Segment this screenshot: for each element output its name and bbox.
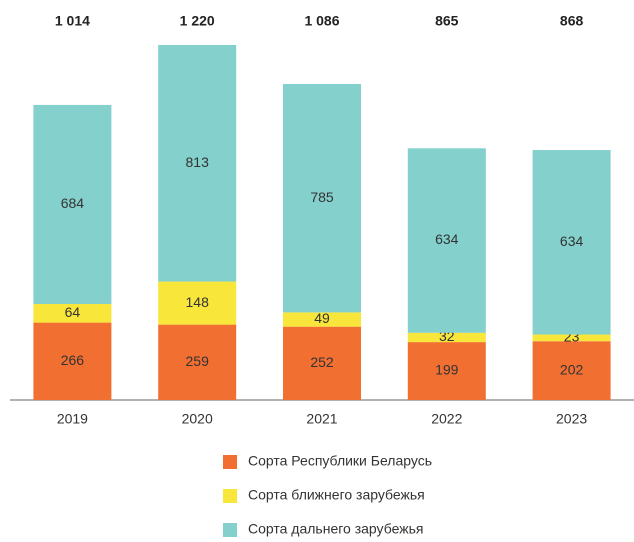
data-label: 252 — [310, 354, 334, 370]
bar-segment — [283, 83, 361, 313]
bar-segment — [532, 150, 611, 335]
total-label: 1 014 — [55, 13, 90, 29]
legend-swatch — [223, 523, 237, 537]
bar-segment — [532, 341, 611, 400]
x-tick-label: 2021 — [306, 411, 337, 427]
bar-segment — [33, 303, 112, 323]
bar-segment — [283, 312, 361, 327]
total-label: 1 086 — [304, 13, 339, 29]
bar-segment — [158, 281, 237, 325]
bar-segment — [33, 322, 112, 400]
x-tick-label: 2023 — [556, 411, 587, 427]
bar-segment — [407, 148, 486, 333]
data-label: 813 — [186, 154, 210, 170]
x-tick-label: 2019 — [57, 411, 88, 427]
legend-swatch — [223, 489, 237, 503]
total-label: 868 — [560, 13, 584, 29]
legend-label: Сорта Республики Беларусь — [248, 453, 432, 469]
bar-segment — [158, 44, 237, 282]
total-label: 1 220 — [180, 13, 215, 29]
legend-label: Сорта дальнего зарубежья — [248, 521, 423, 537]
total-label: 865 — [435, 13, 459, 29]
data-label: 199 — [435, 362, 459, 378]
legend-swatch — [223, 455, 237, 469]
bar-segment — [33, 104, 112, 304]
data-label: 785 — [310, 189, 334, 205]
data-label: 684 — [61, 195, 85, 211]
bar-segment — [407, 332, 486, 343]
data-label: 634 — [435, 231, 459, 247]
data-label: 266 — [61, 352, 85, 368]
x-tick-label: 2022 — [431, 411, 462, 427]
data-label: 148 — [186, 294, 210, 310]
legend-label: Сорта ближнего зарубежья — [248, 487, 425, 503]
data-label: 634 — [560, 233, 584, 249]
data-label: 64 — [65, 304, 81, 320]
bar-segment — [283, 326, 361, 400]
bar-segment — [158, 324, 237, 400]
data-label: 202 — [560, 361, 584, 377]
data-label: 259 — [186, 353, 210, 369]
bar-segment — [532, 334, 611, 342]
x-tick-label: 2020 — [182, 411, 213, 427]
data-label: 49 — [314, 310, 330, 326]
bar-segment — [407, 342, 486, 400]
